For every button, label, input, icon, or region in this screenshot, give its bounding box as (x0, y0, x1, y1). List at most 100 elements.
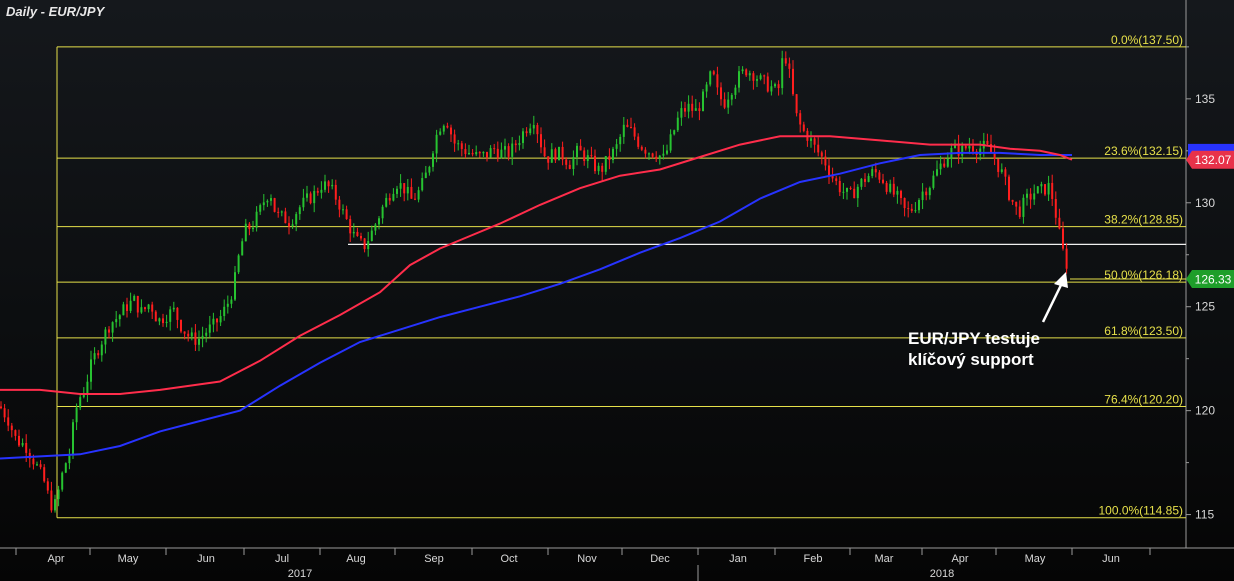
candle-body (61, 472, 64, 490)
candle-body (230, 299, 233, 304)
candle-body (57, 489, 60, 500)
candle-body (349, 219, 352, 234)
candle-body (1011, 199, 1014, 202)
annotation: EUR/JPY testuje klíčový support (908, 328, 1040, 370)
candle-body (604, 156, 607, 172)
candle-body (201, 335, 204, 339)
candle-body (273, 198, 276, 212)
candle-body (3, 408, 6, 418)
candle-body (151, 304, 154, 312)
candle-body (90, 359, 92, 382)
candle-body (457, 143, 460, 145)
candle-body (928, 187, 931, 196)
candle-body (1065, 248, 1068, 269)
candle-body (964, 145, 967, 149)
candle-body (608, 156, 611, 160)
candle-body (194, 332, 197, 345)
candle-body (122, 304, 125, 316)
candle-body (579, 145, 582, 151)
candle-body (342, 209, 344, 211)
candle-body (162, 318, 164, 324)
candle-body (986, 140, 989, 145)
candle-body (108, 329, 110, 333)
candle-body (702, 91, 704, 112)
candle-body (212, 318, 215, 325)
x-tick-label: Nov (577, 553, 597, 565)
candle-body (82, 394, 85, 398)
candle-body (252, 227, 254, 230)
candle-body (644, 149, 647, 154)
candle-body (475, 152, 478, 155)
candle-body (316, 190, 319, 193)
candle-body (622, 124, 625, 137)
x-tick-label: May (118, 553, 139, 565)
candle-body (597, 165, 600, 172)
candle-body (266, 200, 269, 203)
candle-body (270, 198, 272, 201)
candle-body (500, 149, 503, 158)
fib-level-label: 61.8%(123.50) (1104, 324, 1183, 338)
candle-body (867, 175, 870, 182)
candle-body (64, 463, 67, 473)
candle-body (18, 435, 20, 446)
candle-body (118, 315, 121, 320)
candle-body (453, 134, 456, 144)
candle-body (997, 158, 1000, 172)
candle-body (770, 86, 773, 92)
candle-body (619, 136, 622, 145)
candle-body (752, 73, 755, 81)
candle-body (1062, 228, 1064, 249)
candle-body (244, 223, 247, 242)
candle-body (838, 180, 841, 193)
candle-body (205, 332, 208, 336)
candle-body (972, 146, 974, 152)
chart-title: Daily - EUR/JPY (6, 4, 105, 19)
candle-body (784, 58, 787, 64)
candle-body (86, 381, 89, 395)
candle-body (1000, 169, 1003, 172)
candle-body (43, 467, 46, 482)
candle-body (439, 131, 442, 135)
candle-body (900, 190, 902, 199)
candle-body (25, 442, 28, 453)
candle-body (633, 127, 636, 137)
candle-body (543, 147, 546, 157)
candle-body (450, 127, 452, 135)
x-tick-label: Dec (650, 553, 670, 565)
y-tick-label: 115 (1195, 508, 1214, 522)
candle-body (75, 407, 78, 423)
candle-body (324, 181, 326, 190)
candle-body (565, 159, 568, 165)
candle-body (1026, 193, 1028, 198)
candle-body (1040, 184, 1043, 187)
candle-body (190, 332, 193, 337)
candle-body (878, 172, 881, 180)
fib-level-label: 100.0%(114.85) (1098, 504, 1183, 518)
y-tick-label: 120 (1195, 404, 1215, 418)
candle-body (853, 188, 856, 199)
candle-body (936, 169, 938, 176)
candle-body (1051, 182, 1054, 199)
candle-body (655, 156, 658, 159)
candle-body (522, 131, 524, 144)
candle-body (7, 417, 10, 426)
annotation-arrow-head (1054, 272, 1068, 288)
annotation-line-2: klíčový support (908, 350, 1034, 369)
candle-body (356, 231, 359, 236)
candle-body (788, 63, 791, 69)
candle-body (694, 108, 697, 111)
candle-body (777, 84, 780, 89)
candle-body (748, 73, 751, 76)
candle-body (586, 155, 589, 162)
candle-body (716, 74, 719, 88)
candle-body (734, 87, 737, 95)
candle-body (54, 499, 56, 511)
candle-body (147, 304, 150, 310)
candle-body (306, 193, 308, 198)
candle-body (756, 79, 758, 81)
candle-body (680, 108, 683, 118)
candle-body (507, 146, 510, 157)
candle-body (774, 84, 776, 87)
candle-body (223, 306, 226, 317)
candle-body (925, 191, 928, 196)
